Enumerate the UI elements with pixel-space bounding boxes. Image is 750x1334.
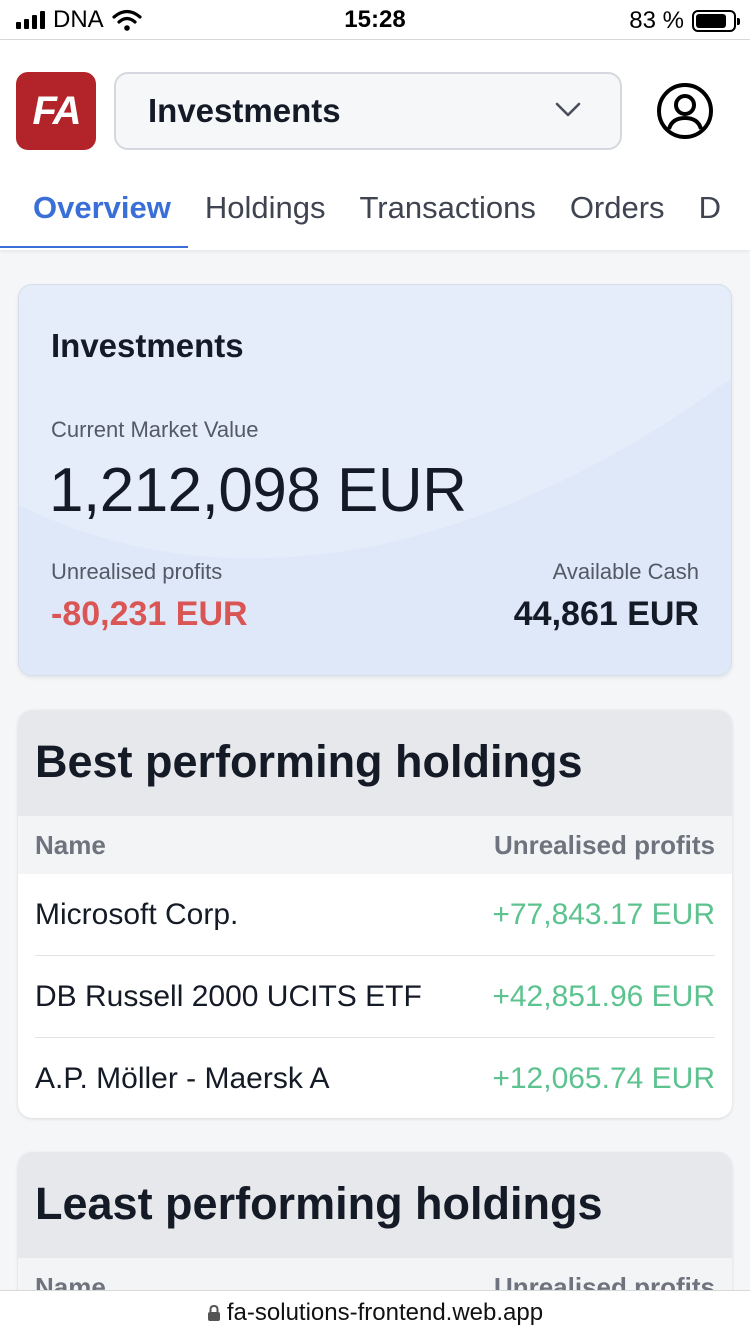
- wifi-icon: [112, 9, 142, 31]
- best-holdings-title: Best performing holdings: [18, 710, 732, 816]
- column-unrealised-profits: Unrealised profits: [493, 829, 715, 860]
- tab-bar: Overview Holdings Transactions Orders D: [0, 180, 750, 250]
- tab-holdings[interactable]: Holdings: [204, 190, 326, 225]
- battery-fill: [696, 14, 726, 28]
- user-circle-icon[interactable]: [656, 82, 714, 140]
- unrealised-profits-value: -80,231 EUR: [51, 595, 248, 633]
- status-left: DNA: [16, 6, 142, 33]
- investments-summary-card: Investments Current Market Value 1,212,0…: [18, 284, 732, 676]
- least-holdings-title: Least performing holdings: [18, 1152, 732, 1258]
- available-cash-value: 44,861 EUR: [513, 595, 699, 633]
- unrealised-profits-label: Unrealised profits: [51, 559, 223, 584]
- tab-overview[interactable]: Overview: [0, 180, 188, 248]
- signal-icon: [16, 11, 45, 29]
- status-bar: DNA 15:28 83 %: [0, 0, 750, 40]
- holding-name: Microsoft Corp.: [35, 897, 239, 931]
- card-background-wave: [19, 378, 731, 675]
- current-market-value: 1,212,098 EUR: [49, 456, 467, 525]
- investments-title: Investments: [51, 327, 244, 364]
- column-name: Name: [35, 829, 106, 860]
- tab-more-truncated[interactable]: D: [698, 190, 721, 225]
- holding-profit: +42,851.96 EUR: [492, 979, 715, 1013]
- app-header: FA Investments Overview Holdings Transac…: [0, 40, 750, 250]
- holding-profit: +12,065.74 EUR: [492, 1062, 715, 1095]
- chevron-down-icon: [555, 102, 581, 117]
- tab-orders[interactable]: Orders: [569, 190, 665, 225]
- battery-icon: [692, 10, 740, 32]
- tab-transactions[interactable]: Transactions: [359, 190, 536, 225]
- status-right: 83 %: [629, 7, 740, 35]
- portfolio-select[interactable]: Investments: [114, 72, 622, 150]
- table-row[interactable]: Microsoft Corp. +77,843.17 EUR: [35, 874, 715, 956]
- browser-url-bar[interactable]: fa-solutions-frontend.web.app: [0, 1290, 750, 1334]
- available-cash-label: Available Cash: [552, 559, 699, 584]
- carrier-name: DNA: [53, 6, 104, 33]
- lock-icon: [207, 1304, 220, 1321]
- table-header: Name Unrealised profits: [18, 816, 732, 874]
- best-performing-holdings-card: Best performing holdings Name Unrealised…: [18, 710, 732, 1118]
- holding-name: DB Russell 2000 UCITS ETF: [35, 979, 422, 1013]
- current-market-value-label: Current Market Value: [51, 417, 259, 442]
- holding-name: A.P. Möller - Maersk A: [35, 1062, 330, 1095]
- holding-profit: +77,843.17 EUR: [492, 897, 715, 931]
- clock: 15:28: [344, 6, 406, 33]
- table-row[interactable]: DB Russell 2000 UCITS ETF +42,851.96 EUR: [35, 956, 715, 1038]
- portfolio-select-label: Investments: [148, 92, 341, 129]
- battery-percent: 83 %: [629, 7, 684, 34]
- table-row[interactable]: A.P. Möller - Maersk A +12,065.74 EUR: [35, 1038, 715, 1118]
- fa-logo[interactable]: FA: [16, 72, 96, 150]
- url-text: fa-solutions-frontend.web.app: [226, 1298, 544, 1326]
